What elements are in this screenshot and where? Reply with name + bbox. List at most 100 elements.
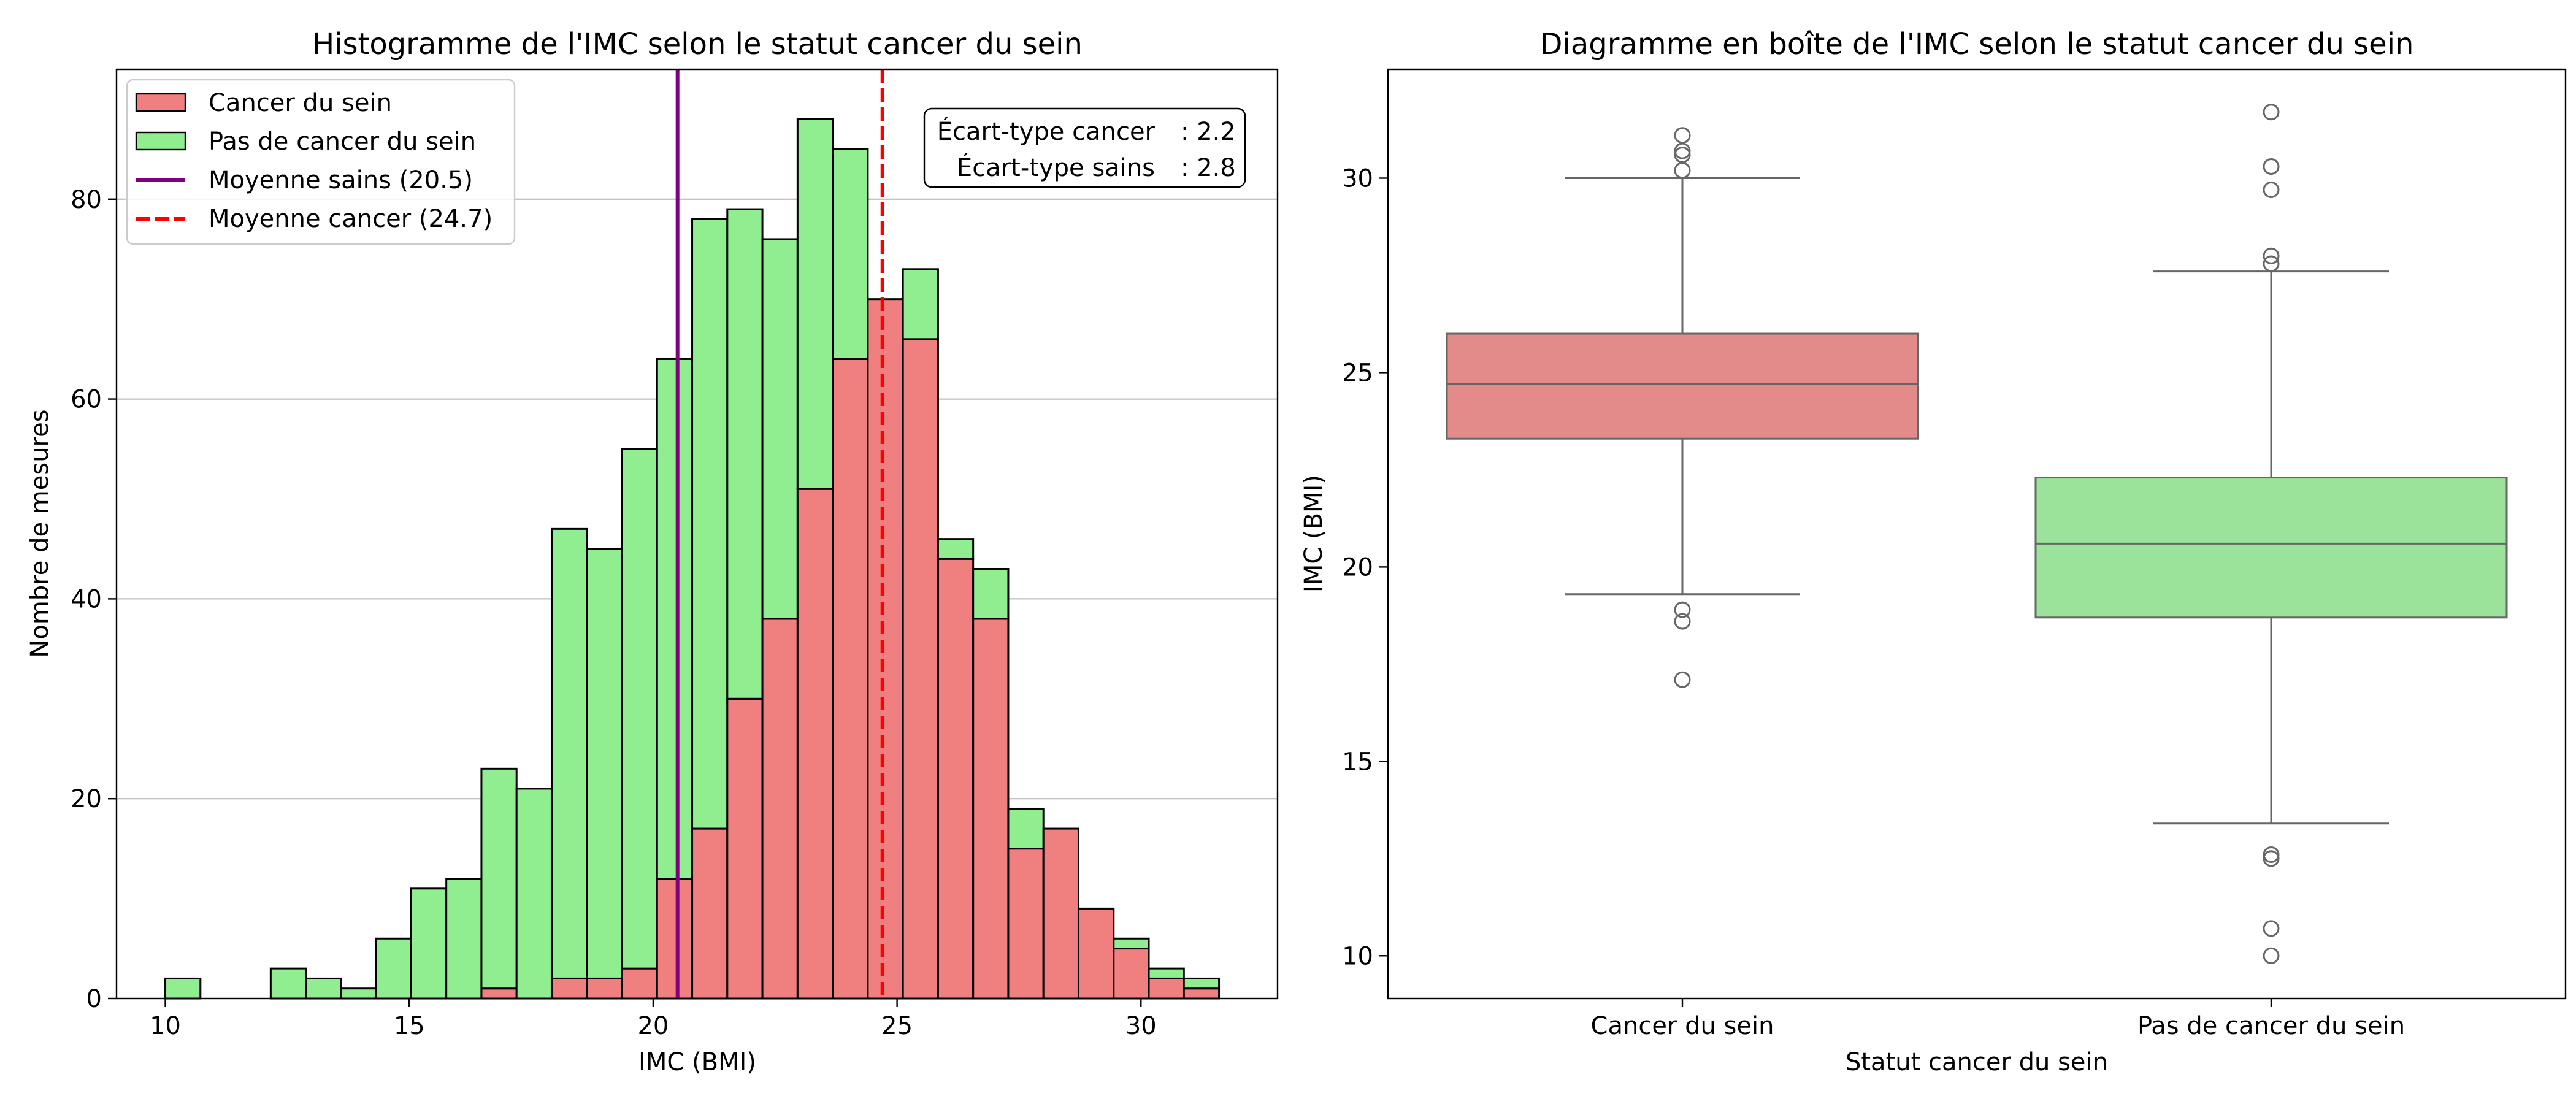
std-sains-value: : 2.8 [1181, 154, 1236, 182]
histogram-bar-sains [796, 118, 834, 490]
histogram-bar-cancer [832, 358, 869, 1000]
std-sains-label: Écart-type sains [957, 153, 1155, 182]
x-tick-label: Pas de cancer du sein [2137, 1012, 2405, 1040]
histogram-bar-cancer [586, 977, 623, 1000]
histogram-bar-sains [305, 977, 342, 1000]
std-annotation-frame [923, 107, 1246, 188]
histogram-bar-sains [621, 448, 658, 970]
outlier-point [2263, 947, 2280, 964]
histogram-bar-sains [340, 987, 377, 1000]
legend-swatch-cancer [135, 93, 186, 112]
outlier-point [1674, 601, 1691, 618]
outlier-point [2263, 846, 2280, 863]
histogram-bar-sains [761, 238, 799, 620]
histogram-bar-cancer [621, 967, 658, 1000]
histogram-bar-cancer [1113, 948, 1150, 1000]
y-tick-label: 0 [86, 985, 102, 1013]
histogram-bar-sains [586, 548, 623, 979]
y-tick-label: 60 [71, 386, 102, 414]
histogram-bar-sains [445, 878, 483, 1000]
box-iqr [1446, 332, 1919, 440]
y-tick-label: 15 [1342, 748, 1373, 776]
histogram-bar-sains [164, 977, 202, 1000]
histogram-bar-sains [480, 767, 518, 990]
outlier-point [2263, 182, 2280, 199]
histogram-bar-sains [902, 268, 939, 340]
boxplot-y-axis-label: IMC (BMI) [1300, 475, 1328, 592]
outlier-point [1674, 613, 1691, 630]
histogram-bar-cancer [550, 977, 588, 1000]
box-iqr [2034, 477, 2508, 619]
histogram-y-axis-label: Nombre de mesures [26, 409, 54, 657]
histogram-bar-sains [726, 208, 764, 700]
histogram-bar-sains [1148, 967, 1185, 979]
y-tick-label: 80 [71, 186, 102, 214]
histogram-title: Histogramme de l'IMC selon le statut can… [312, 27, 1083, 61]
histogram-bar-sains [375, 937, 412, 1000]
histogram-bar-sains [550, 527, 588, 979]
x-tick-label: 15 [394, 1012, 425, 1040]
histogram-bar-cancer [761, 618, 799, 1000]
boxplot-plot-frame [1387, 68, 2567, 1000]
boxplot-y-ticks: 10 15 20 25 30 [1342, 164, 1388, 970]
legend-swatch-sains [135, 131, 186, 151]
outlier-point [2263, 247, 2280, 264]
histogram-bar-sains [691, 218, 729, 830]
histogram-bar-cancer [972, 618, 1010, 1000]
histogram-bar-sains [972, 568, 1010, 620]
std-cancer-label: Écart-type cancer [937, 117, 1156, 146]
histogram-bar-cancer [691, 827, 729, 1000]
x-tick-label: 20 [637, 1012, 669, 1040]
histogram-bar-sains [1113, 937, 1150, 950]
histogram-bar-cancer [480, 987, 518, 1000]
histogram-bar-cancer [902, 338, 939, 1000]
histogram-bar-cancer [867, 298, 904, 1000]
histogram-reference-lines [675, 69, 884, 999]
histogram-plot-frame [115, 68, 1279, 1000]
histogram-y-ticks: 0 20 40 60 80 [71, 186, 117, 1013]
y-tick-label: 20 [71, 785, 102, 813]
outlier-point [2263, 850, 2280, 867]
histogram-bar-sains [515, 788, 553, 1000]
std-annotation-box: Écart-type cancer : 2.2 Écart-type sains… [923, 107, 1246, 188]
y-tick-label: 30 [1342, 164, 1373, 193]
outlier-point [1674, 671, 1691, 688]
boxplot-title: Diagramme en boîte de l'IMC selon le sta… [1540, 27, 2414, 61]
outlier-point [2263, 158, 2280, 175]
histogram-x-axis-label: IMC (BMI) [638, 1048, 756, 1076]
outlier-point [2263, 255, 2280, 272]
outlier-point [2263, 920, 2280, 937]
outlier-point [1674, 162, 1691, 179]
y-tick-label: 20 [1342, 553, 1373, 581]
histogram-bar-sains [937, 538, 975, 560]
y-tick-label: 10 [1342, 942, 1373, 970]
x-tick-label: Cancer du sein [1591, 1012, 1774, 1040]
histogram-bar-cancer [726, 697, 764, 1000]
legend-label-sains: Pas de cancer du sein [209, 128, 476, 156]
histogram-bar-sains [1183, 977, 1221, 990]
x-tick-label: 25 [881, 1012, 913, 1040]
boxplot-x-ticks: Cancer du sein Pas de cancer du sein [1591, 999, 2405, 1040]
histogram-bar-cancer [1077, 907, 1115, 1000]
legend-frame [126, 79, 516, 245]
histogram-bar-sains [269, 967, 307, 1000]
legend-label-mean-cancer: Moyenne cancer (24.7) [209, 205, 493, 233]
y-tick-label: 40 [71, 585, 102, 613]
outlier-point [2263, 104, 2280, 121]
histogram-bar-cancer [1042, 827, 1079, 1000]
histogram-panel: Histogramme de l'IMC selon le statut can… [26, 27, 1279, 1076]
histogram-bar-sains [656, 358, 694, 880]
histogram-bar-cancer [656, 878, 694, 1000]
histogram-bar-sains [410, 887, 448, 1000]
y-tick-label: 25 [1342, 359, 1373, 387]
histogram-bars [164, 118, 1221, 1000]
outlier-point [1674, 142, 1691, 159]
legend-label-cancer: Cancer du sein [209, 89, 392, 117]
histogram-bar-cancer [796, 488, 834, 1000]
histogram-bar-cancer [1148, 977, 1185, 1000]
histogram-bar-sains [1007, 807, 1045, 850]
std-cancer-value: : 2.2 [1181, 118, 1236, 146]
histogram-bar-cancer [1183, 987, 1221, 1000]
histogram-legend: Cancer du sein Pas de cancer du sein Moy… [126, 79, 516, 245]
